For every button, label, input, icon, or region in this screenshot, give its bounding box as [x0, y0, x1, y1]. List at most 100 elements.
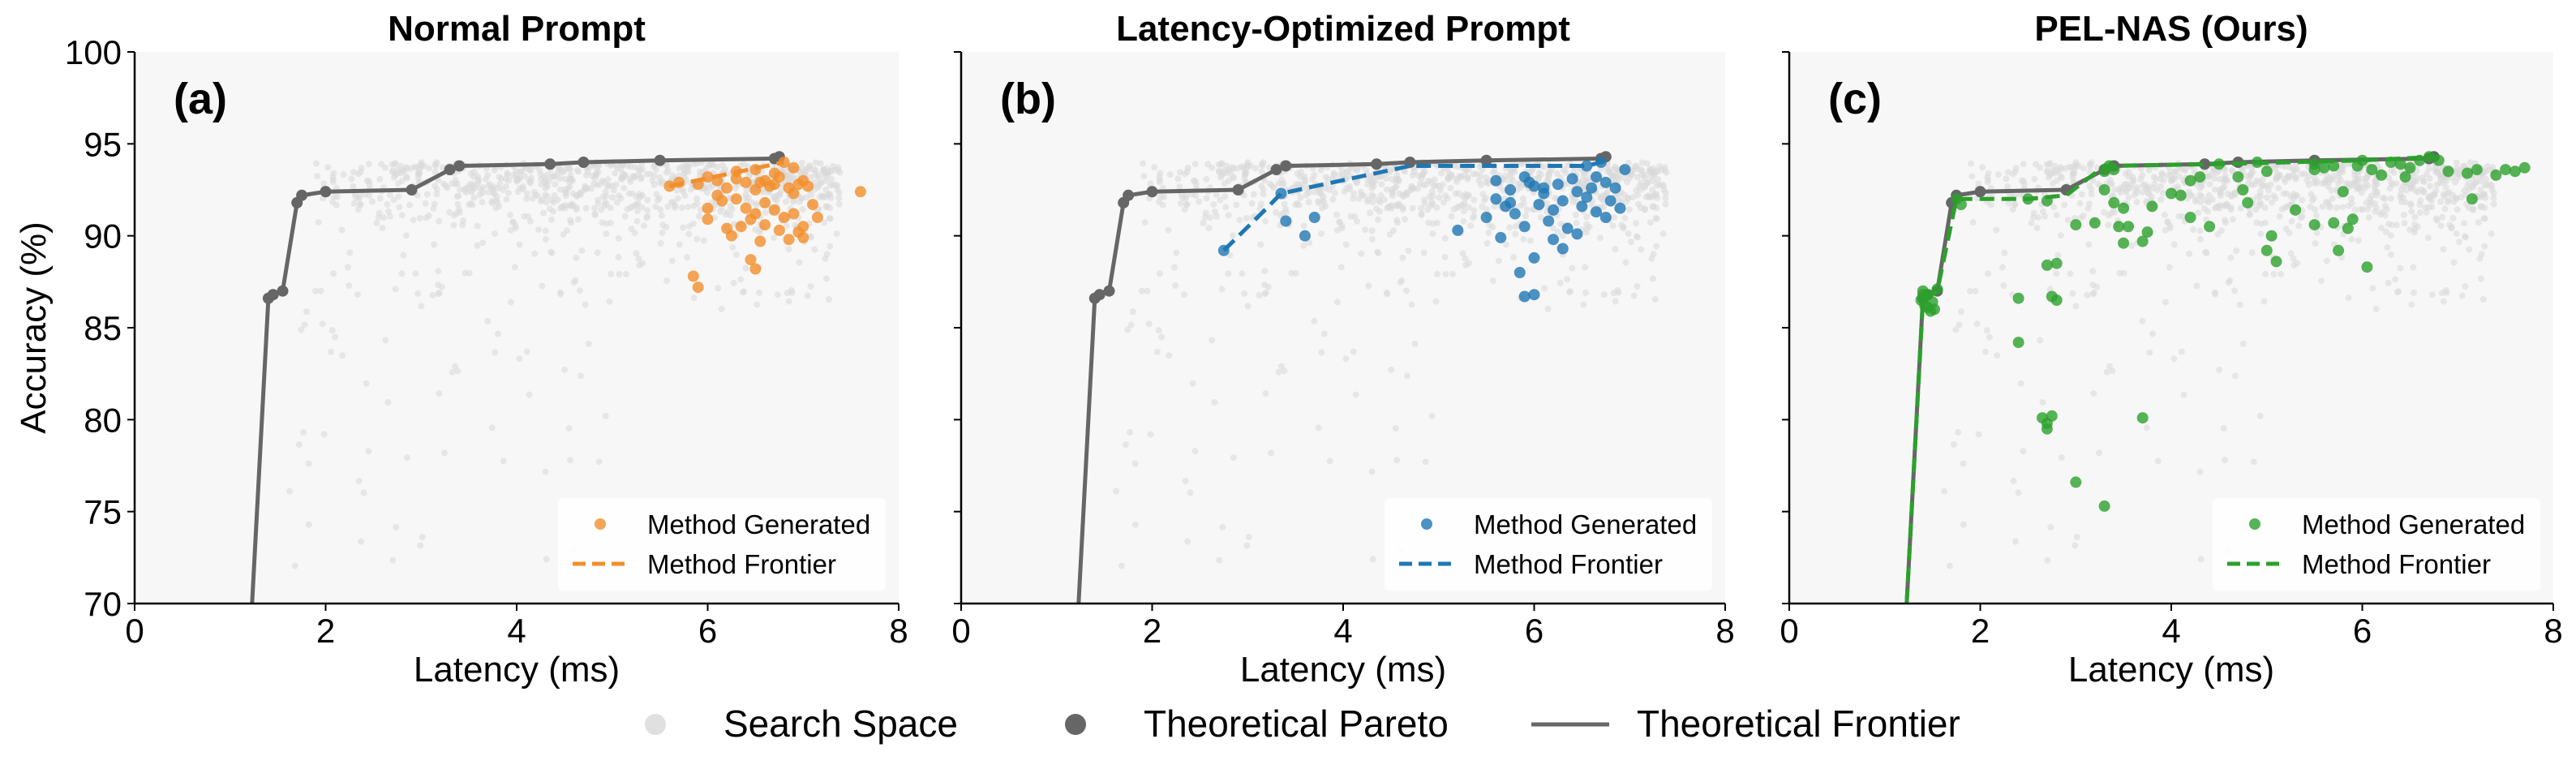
search-space-point [1369, 179, 1376, 187]
search-space-point [1229, 173, 1236, 180]
search-space-point [2462, 234, 2469, 241]
method-point [1280, 215, 1292, 227]
search-space-point [2237, 204, 2244, 212]
search-space-point [821, 174, 828, 180]
method-point [2462, 167, 2473, 179]
panel-title: Latency-Optimized Prompt [1116, 9, 1570, 49]
search-space-point [815, 182, 822, 189]
search-space-point [1394, 219, 1401, 226]
search-space-point [1166, 352, 1173, 359]
search-space-point [1355, 195, 1363, 202]
search-space-point [1522, 213, 1529, 220]
search-space-point [1297, 194, 1304, 201]
search-space-point [2143, 424, 2150, 432]
search-space-point [2303, 177, 2311, 184]
legend-method-generated-label: Method Generated [647, 509, 870, 539]
method-point [721, 182, 733, 194]
search-space-point [1213, 213, 1220, 220]
search-space-point [588, 185, 595, 192]
method-point [1452, 224, 1464, 236]
search-space-point [565, 425, 573, 432]
search-space-point [663, 224, 670, 230]
search-space-point [2175, 173, 2183, 180]
search-space-point [346, 282, 353, 289]
search-space-point [1124, 326, 1131, 333]
search-space-point [485, 188, 492, 196]
method-point [788, 187, 800, 200]
search-space-point [1165, 226, 1172, 234]
search-space-point [668, 199, 675, 206]
search-space-point [2424, 170, 2430, 178]
search-space-point [1628, 238, 1634, 246]
search-space-point [2425, 234, 2432, 242]
search-space-point [2339, 204, 2346, 211]
search-space-point [562, 189, 569, 196]
search-space-point [1273, 208, 1280, 216]
search-space-point [2162, 211, 2168, 218]
search-space-point [2364, 205, 2371, 213]
search-space-point [1127, 428, 1134, 436]
method-point [778, 212, 790, 223]
search-space-point [2196, 468, 2204, 475]
search-space-point [1653, 243, 1660, 250]
search-space-point [396, 204, 403, 211]
method-point [2318, 161, 2330, 174]
search-space-point [435, 290, 442, 298]
search-space-point [828, 176, 835, 183]
panel-2: 0 2 4 6 8 Latency-Optimized Prompt (b) Latency … [951, 9, 1734, 690]
method-point [2204, 221, 2216, 233]
search-space-point [2020, 448, 2027, 455]
search-space-point [1179, 194, 1187, 201]
search-space-point [1575, 179, 1582, 187]
search-space-point [526, 391, 533, 398]
method-point [2290, 204, 2302, 216]
search-space-point [1183, 201, 1191, 208]
search-space-point [1629, 194, 1637, 200]
method-point [854, 186, 866, 198]
search-space-point [1483, 206, 1491, 213]
search-space-point [788, 286, 795, 294]
search-space-point [1279, 210, 1286, 217]
search-space-point [2365, 214, 2372, 221]
search-space-point [2053, 270, 2060, 277]
search-space-point [1444, 195, 1451, 202]
search-space-point [1218, 286, 1226, 293]
method-point [1552, 178, 1564, 191]
search-space-point [1975, 180, 1982, 187]
search-space-point [1241, 174, 1248, 182]
search-space-point [715, 285, 722, 292]
search-space-point [1597, 234, 1604, 242]
search-space-point [582, 183, 589, 190]
search-space-point [295, 441, 303, 448]
search-space-point [1376, 208, 1383, 215]
search-space-point [329, 178, 337, 186]
search-space-point [2084, 292, 2091, 299]
search-space-point [2351, 206, 2359, 213]
search-space-point [2462, 283, 2469, 290]
search-space-point [615, 234, 622, 242]
search-space-point [375, 213, 382, 221]
theoretical-pareto-point [296, 189, 308, 201]
search-space-point [414, 290, 422, 297]
method-point [749, 263, 762, 275]
panel-3: 0 2 4 6 8 PEL-NAS (Ours) (c) Latency (ms) Method… [1780, 9, 2562, 690]
method-point [1513, 267, 1526, 278]
search-space-point [593, 170, 600, 177]
search-space-point [534, 192, 541, 200]
search-space-point [1470, 170, 1477, 178]
search-space-point [1960, 460, 1967, 467]
search-space-point [2264, 194, 2271, 201]
search-space-point [1258, 183, 1265, 190]
search-space-point [2196, 227, 2204, 234]
search-space-point [1662, 200, 1669, 208]
search-space-point [1389, 189, 1396, 196]
search-space-point [2096, 449, 2102, 457]
search-space-point [2186, 250, 2193, 257]
search-space-point [1173, 249, 1180, 256]
method-point [1561, 222, 1574, 234]
search-space-point [1984, 178, 1991, 186]
search-space-point [742, 264, 749, 272]
search-space-point [2198, 193, 2205, 200]
search-space-point [1258, 168, 1265, 175]
search-space-point [2345, 294, 2352, 302]
